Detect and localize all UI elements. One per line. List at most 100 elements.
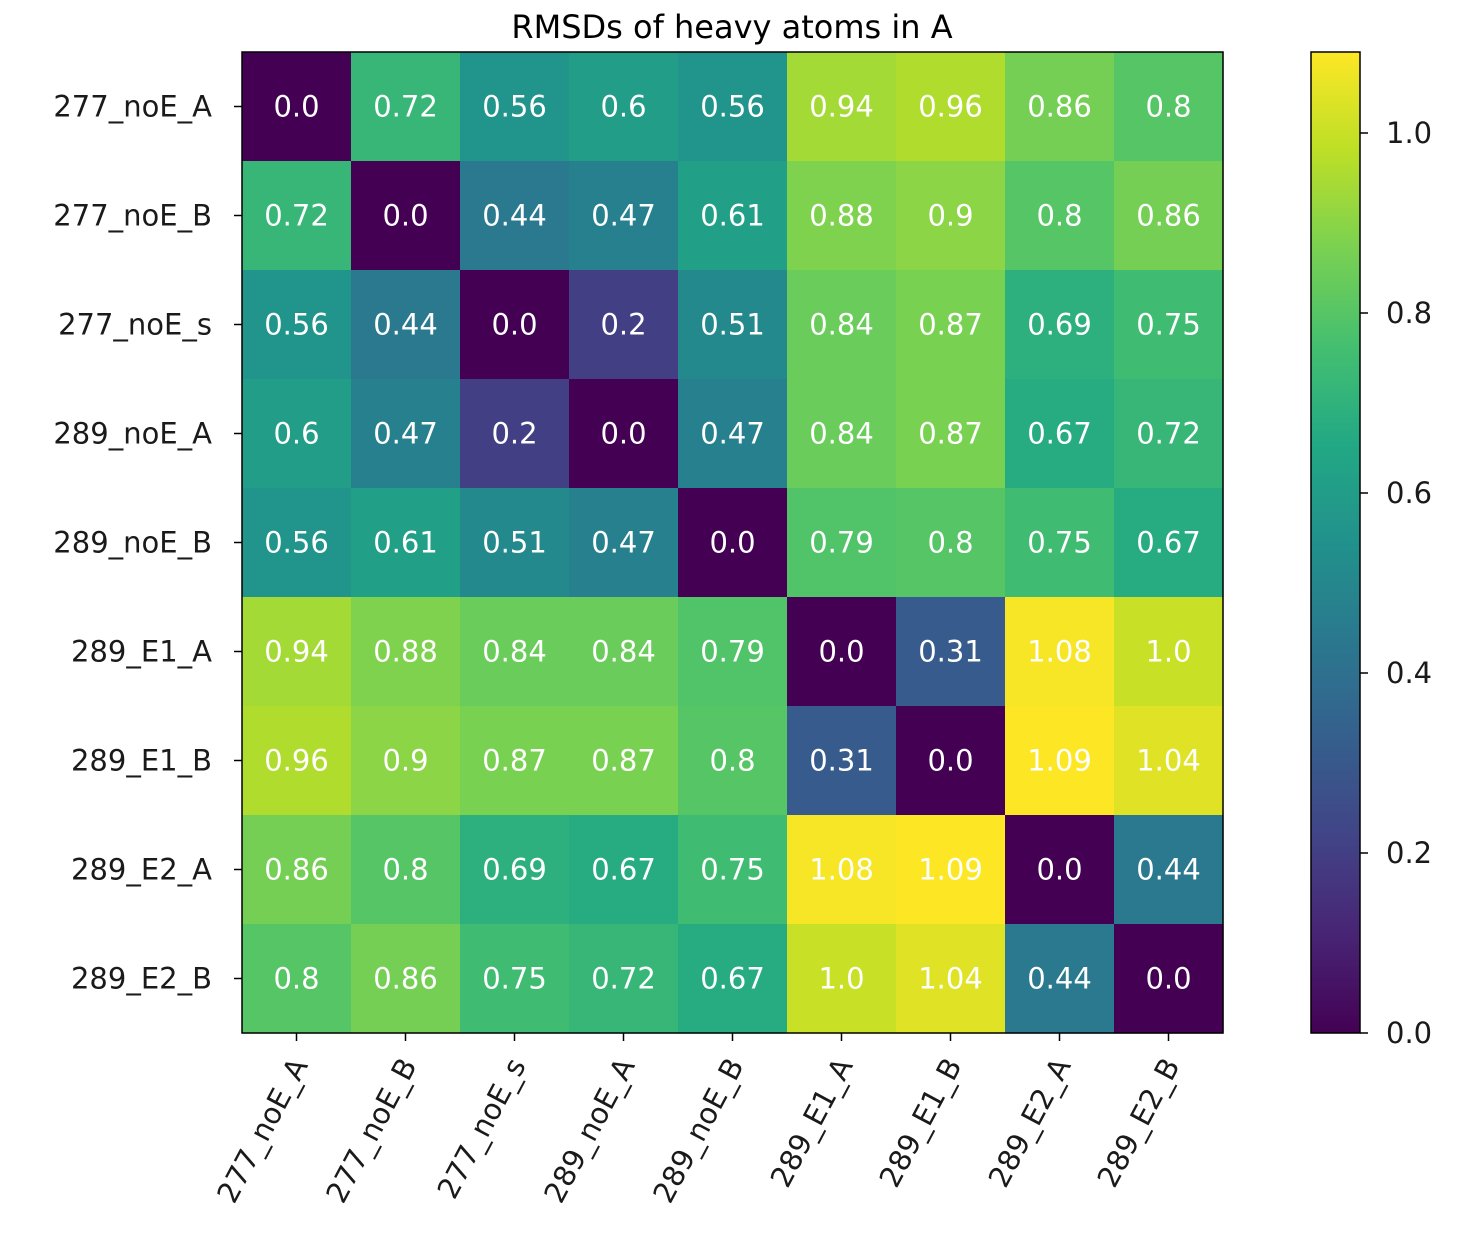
cell-value-label: 0.47 [373,417,438,451]
cell-value-label: 0.72 [591,962,656,996]
heatmap-cells [242,52,1224,1034]
cell-value-label: 0.88 [809,199,874,233]
cell-value-label: 0.0 [709,526,755,560]
cell-value-label: 0.31 [809,744,874,778]
cell-value-label: 0.44 [1027,962,1092,996]
heatmap-cell [242,924,352,1034]
cell-value-label: 0.0 [491,308,537,342]
x-tick-label: 289_E2_A [981,1052,1077,1193]
cell-value-label: 0.0 [927,744,973,778]
heatmap-cell [351,706,461,816]
cell-value-label: 0.94 [809,90,874,124]
cell-value-label: 0.8 [1036,199,1082,233]
heatmap-cell [1005,924,1115,1034]
cell-value-label: 0.56 [482,90,547,124]
heatmap-cell [787,597,897,707]
cell-value-label: 0.8 [1145,90,1191,124]
heatmap-cell [569,488,679,598]
heatmap-cell [1114,924,1224,1034]
y-tick-label: 289_E1_A [71,635,212,669]
heatmap-cell [460,815,570,925]
heatmap-cell [242,488,352,598]
heatmap-cell [1005,488,1115,598]
heatmap-cell [678,706,788,816]
heatmap-cell [787,815,897,925]
heatmap-cell [678,379,788,489]
cell-value-label: 0.56 [700,90,765,124]
heatmap-cell [460,379,570,489]
x-axis: 277_noE_A 277_noE_B 277_noE_s 289_noE_A 289_… [210,1033,1187,1208]
heatmap-cell [1005,161,1115,271]
heatmap-cell [460,706,570,816]
heatmap-cell [569,924,679,1034]
x-tick-label: 277_noE_s [430,1052,532,1204]
heatmap-cell [678,52,788,162]
cell-value-label: 0.61 [373,526,438,560]
heatmap-cell [787,379,897,489]
y-axis: 277_noE_A 277_noE_B 277_noE_s 289_noE_A 289_… [53,90,242,996]
cell-value-label: 0.51 [700,308,765,342]
cell-value-label: 0.47 [591,526,656,560]
cell-value-label: 1.09 [918,853,983,887]
heatmap-cell [351,488,461,598]
heatmap-cell [569,379,679,489]
colorbar-tick-label: 0.8 [1386,296,1432,330]
heatmap-cell [787,52,897,162]
heatmap-cell [242,52,352,162]
heatmap-cell [896,597,1006,707]
cell-value-label: 0.86 [1136,199,1201,233]
cell-value-label: 0.75 [482,962,547,996]
cell-value-label: 0.56 [264,308,329,342]
cell-value-label: 0.87 [918,417,983,451]
cell-value-label: 0.0 [382,199,428,233]
heatmap-cell [1005,597,1115,707]
cell-value-label: 1.09 [1027,744,1092,778]
cell-value-label: 0.0 [818,635,864,669]
heatmap-cell [460,270,570,380]
cell-value-label: 1.04 [918,962,983,996]
heatmap-cell [1114,161,1224,271]
heatmap-cell [1005,52,1115,162]
heatmap-cell [787,706,897,816]
cell-value-label: 1.0 [818,962,864,996]
heatmap-cell [351,924,461,1034]
cell-value-label: 0.79 [700,635,765,669]
cell-value-label: 0.72 [264,199,329,233]
cell-value-label: 0.9 [927,199,973,233]
cell-value-label: 0.2 [600,308,646,342]
y-tick-label: 277_noE_s [58,308,212,342]
heatmap-cell [1114,815,1224,925]
heatmap-cell [569,706,679,816]
y-tick-label: 289_E2_B [71,962,212,996]
cell-value-label: 1.08 [1027,635,1092,669]
heatmap-cell [242,706,352,816]
cell-value-label: 0.56 [264,526,329,560]
x-tick-label: 289_noE_A [537,1052,642,1208]
cell-value-label: 0.87 [591,744,656,778]
cell-value-label: 0.0 [600,417,646,451]
colorbar [1310,51,1361,1034]
heatmap-cell [242,597,352,707]
heatmap-cell [678,924,788,1034]
heatmap-cell [896,815,1006,925]
cell-value-label: 0.6 [273,417,319,451]
cell-value-label: 0.8 [927,526,973,560]
cell-value-label: 0.84 [591,635,656,669]
cell-value-label: 0.96 [264,744,329,778]
heatmap-cell [787,924,897,1034]
colorbar-tick-label: 0.2 [1386,836,1432,870]
heatmap-cell [896,161,1006,271]
cell-value-label: 0.67 [591,853,656,887]
heatmap-cell [678,815,788,925]
y-tick-label: 289_E2_A [71,853,212,887]
cell-value-label: 1.04 [1136,744,1201,778]
cell-value-label: 0.47 [700,417,765,451]
y-tick-label: 289_noE_B [53,526,212,560]
heatmap-cell [787,488,897,598]
heatmap-cell [242,161,352,271]
chart-title: RMSDs of heavy atoms in A [511,8,952,46]
cell-value-label: 1.08 [809,853,874,887]
heatmap-cell [460,597,570,707]
heatmap-cell [460,488,570,598]
